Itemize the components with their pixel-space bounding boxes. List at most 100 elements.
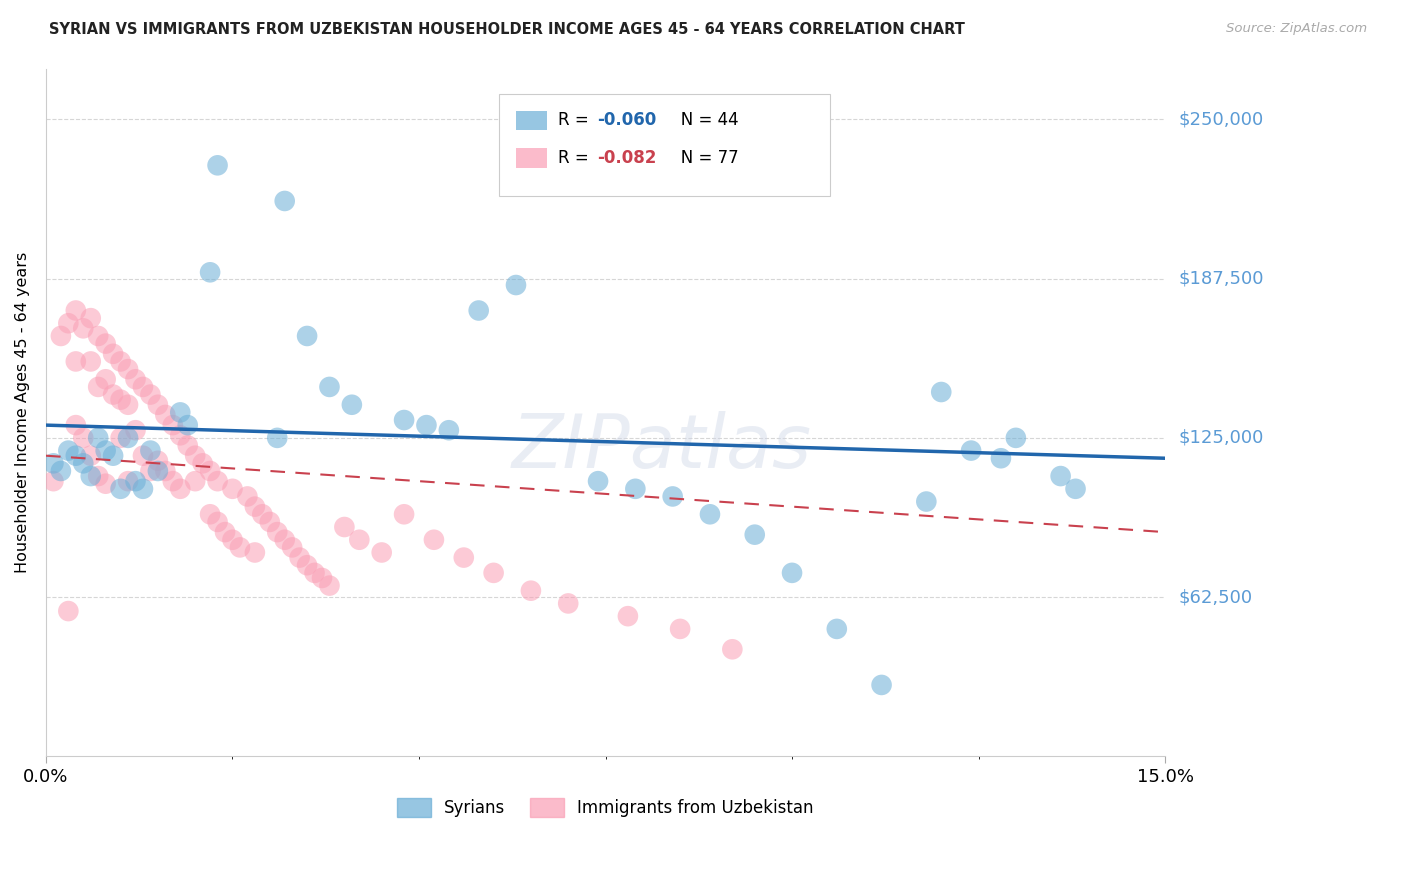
Point <box>94 443 117 458</box>
Point <box>42 456 65 470</box>
Point <box>1005 431 1028 445</box>
Point <box>318 380 340 394</box>
Point <box>281 541 304 555</box>
Point <box>221 533 243 547</box>
Point <box>58 316 80 330</box>
Point <box>295 558 318 573</box>
Point <box>184 474 207 488</box>
Point <box>207 515 229 529</box>
Point <box>139 464 162 478</box>
Point <box>392 508 415 522</box>
Point <box>101 449 124 463</box>
Point <box>318 579 340 593</box>
Point <box>870 678 893 692</box>
Point <box>146 398 169 412</box>
Point <box>929 384 952 399</box>
Point <box>101 347 124 361</box>
Point <box>236 490 259 504</box>
Text: $187,500: $187,500 <box>1180 269 1264 287</box>
Point <box>169 482 191 496</box>
Point <box>139 443 162 458</box>
Point <box>191 456 214 470</box>
Point <box>266 525 288 540</box>
Point <box>229 541 252 555</box>
Point <box>207 158 229 172</box>
Point <box>198 508 221 522</box>
Point <box>437 423 460 437</box>
Point <box>915 494 938 508</box>
Point <box>117 398 139 412</box>
Point <box>520 583 543 598</box>
Point <box>243 545 266 559</box>
Point <box>94 336 117 351</box>
Text: R =: R = <box>558 112 595 129</box>
Point <box>117 431 139 445</box>
Point <box>72 431 94 445</box>
Point <box>146 454 169 468</box>
Point <box>72 321 94 335</box>
Point <box>198 464 221 478</box>
Text: -0.082: -0.082 <box>598 149 657 167</box>
Point <box>177 438 200 452</box>
Point <box>65 418 87 433</box>
Point <box>295 329 318 343</box>
Point <box>124 474 146 488</box>
Point <box>273 533 295 547</box>
Point <box>266 431 288 445</box>
Point <box>259 515 281 529</box>
Point <box>423 533 446 547</box>
Text: -0.060: -0.060 <box>598 112 657 129</box>
Point <box>124 423 146 437</box>
Point <box>207 474 229 488</box>
Point <box>557 596 579 610</box>
Point <box>304 566 326 580</box>
Point <box>1049 469 1071 483</box>
Point <box>721 642 744 657</box>
Point <box>58 604 80 618</box>
Point <box>624 482 647 496</box>
Text: SYRIAN VS IMMIGRANTS FROM UZBEKISTAN HOUSEHOLDER INCOME AGES 45 - 64 YEARS CORRE: SYRIAN VS IMMIGRANTS FROM UZBEKISTAN HOU… <box>49 22 965 37</box>
Point <box>198 265 221 279</box>
Point <box>669 622 692 636</box>
Point <box>117 474 139 488</box>
Point <box>333 520 356 534</box>
Point <box>370 545 392 559</box>
Point <box>155 464 177 478</box>
Point <box>87 329 110 343</box>
Point <box>617 609 640 624</box>
Point <box>177 418 200 433</box>
Point <box>65 303 87 318</box>
Point <box>72 456 94 470</box>
Point <box>132 380 155 394</box>
Point <box>80 354 103 368</box>
Point <box>273 194 295 208</box>
Point <box>780 566 803 580</box>
Point <box>586 474 609 488</box>
Point <box>825 622 848 636</box>
Point <box>311 571 333 585</box>
Point <box>87 469 110 483</box>
Point <box>184 449 207 463</box>
Point <box>288 550 311 565</box>
Point <box>221 482 243 496</box>
Point <box>87 380 110 394</box>
Point <box>169 405 191 419</box>
Point <box>415 418 437 433</box>
Point <box>661 490 683 504</box>
Point <box>42 474 65 488</box>
Point <box>243 500 266 514</box>
Point <box>58 443 80 458</box>
Point <box>49 464 72 478</box>
Point <box>139 387 162 401</box>
Point <box>80 311 103 326</box>
Point <box>124 372 146 386</box>
Point <box>349 533 371 547</box>
Point <box>505 278 527 293</box>
Text: N = 44: N = 44 <box>665 112 738 129</box>
Point <box>65 449 87 463</box>
Text: $62,500: $62,500 <box>1180 588 1253 606</box>
Y-axis label: Householder Income Ages 45 - 64 years: Householder Income Ages 45 - 64 years <box>15 252 30 573</box>
Point <box>155 408 177 422</box>
Point <box>110 431 132 445</box>
Point <box>110 392 132 407</box>
